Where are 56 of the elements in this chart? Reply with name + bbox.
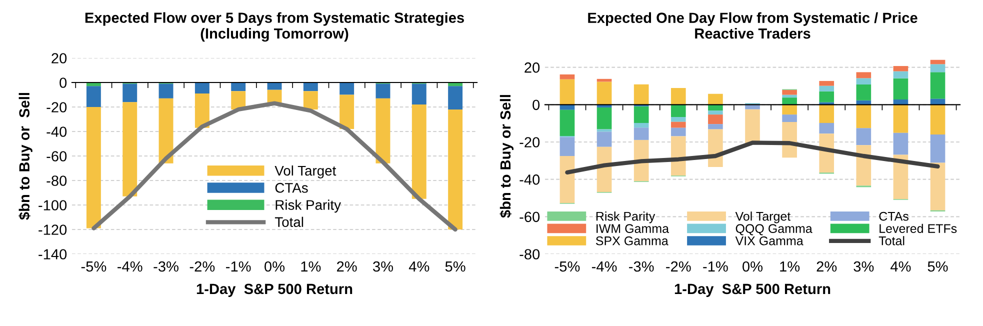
y-tick-label: -100 [38,200,67,210]
x-tick-label: 5% [928,261,948,272]
x-tick-label: -4% [118,261,142,272]
chart-title: Expected Flow over 5 Days from Systematic Strategies (Including Tomorrow) [85,12,464,42]
x-tick-label: 1% [780,261,800,272]
legend-label: Risk Parity [276,200,341,213]
x-axis-title: 1-Day S&P 500 Return [196,284,352,297]
y-axis-title: $bn to Buy or Sell [18,93,32,220]
x-tick-label: -5% [81,261,106,272]
y-tick-label: -120 [38,224,67,235]
y-tick-label: -80 [520,249,540,260]
x-tick-label: 2% [816,261,837,272]
x-tick-label: 5% [445,261,466,272]
legend-label: QQQ Gamma [736,224,812,236]
x-tick-label: 2% [337,261,357,272]
y-tick-label: -40 [46,126,67,137]
x-axis-title: 1-Day S&P 500 Return [674,284,830,297]
y-tick-label: 0 [532,100,540,110]
legend-label: Total [274,216,304,227]
y-axis-title: $bn to Buy or Sell [500,95,514,218]
legend-label: IWM Gamma [596,224,670,233]
x-tick-label: 4% [408,261,430,272]
x-tick-label: -3% [629,261,654,272]
legend-label: SPX Gamma [596,236,668,246]
x-tick-label: 0% [264,261,285,272]
x-tick-label: -4% [592,261,617,272]
x-tick-label: -2% [666,261,691,272]
legend-label: Vol Target [274,165,336,178]
y-tick-label: 0 [60,78,67,88]
legend-label: Total [878,236,904,246]
y-tick-label: 20 [52,53,67,64]
legend-label: Vol Target [735,212,791,224]
legend-label: CTAs [879,212,908,221]
x-tick-label: -1% [226,261,251,272]
x-tick-label: 3% [854,261,874,272]
legend-label: Levered ETFs [880,224,957,233]
x-tick-label: -1% [703,261,728,272]
y-tick-label: -20 [46,102,67,112]
y-tick-label: -60 [46,151,67,162]
y-tick-label: -20 [520,137,540,148]
x-tick-label: -3% [154,261,178,272]
y-tick-label: -60 [520,212,540,222]
legend-label: CTAs [275,182,308,193]
x-tick-label: 0% [742,261,763,272]
y-tick-label: -40 [520,174,540,185]
legend-label: Risk Parity [596,212,656,224]
y-tick-label: 20 [524,62,540,73]
legend-label: VIX Gamma [735,236,804,246]
y-tick-label: -80 [46,176,67,186]
x-tick-label: 3% [373,261,393,272]
chart-title: Expected One Day Flow from Systematic / Price Reactive Traders [588,12,918,39]
x-tick-label: -2% [190,261,215,272]
x-tick-label: 1% [301,261,321,272]
y-tick-label: -140 [38,249,67,260]
x-tick-label: -5% [554,261,580,272]
x-tick-label: 4% [890,261,911,272]
